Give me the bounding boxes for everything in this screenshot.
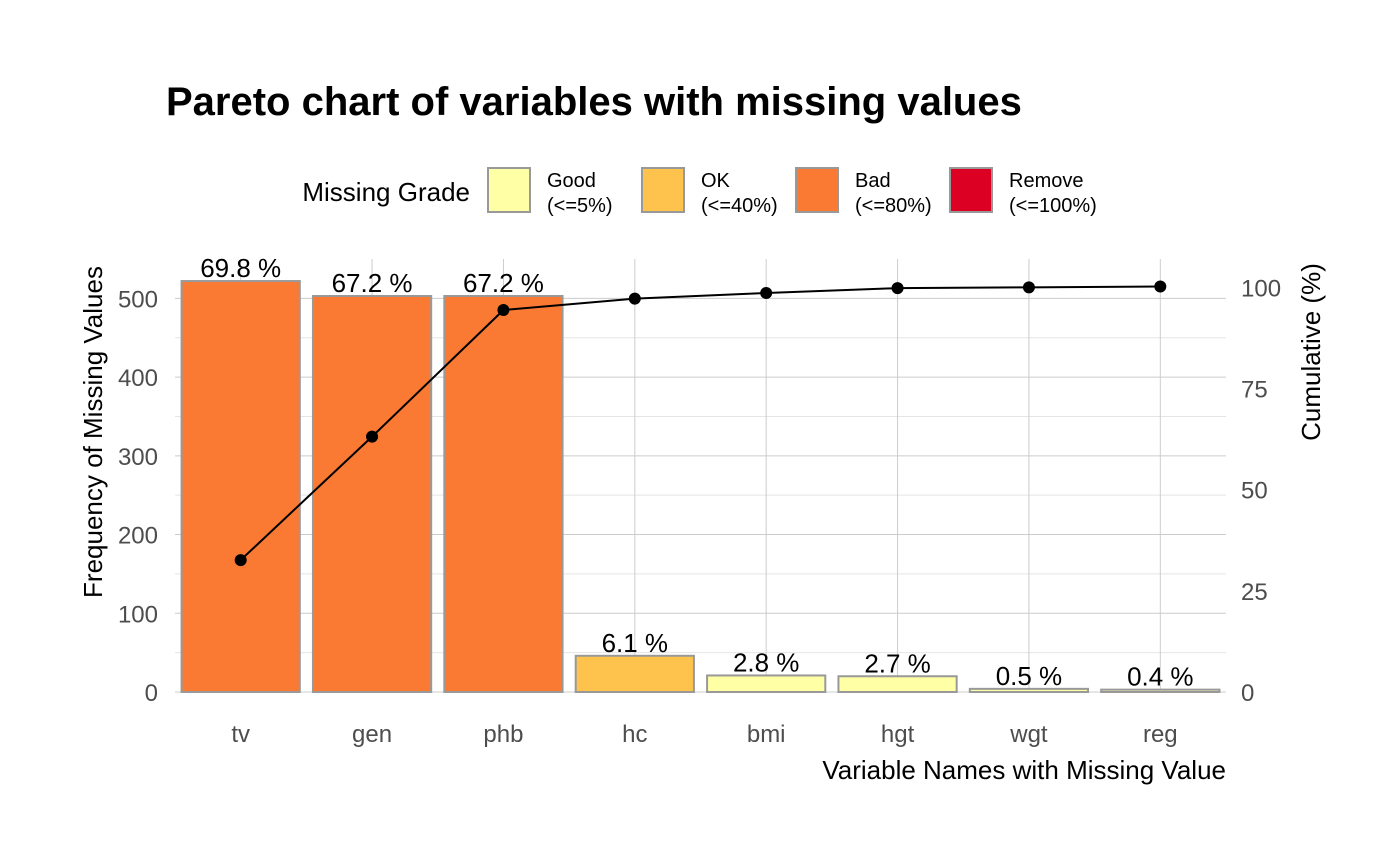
legend-range: (<=40%)	[701, 195, 778, 217]
legend-range: (<=100%)	[1009, 195, 1097, 217]
legend-item-remove: Remove (<=100%)	[949, 167, 1097, 217]
bar-label: 2.8 %	[733, 647, 800, 677]
legend-title: Missing Grade	[302, 177, 470, 207]
cumulative-point	[497, 303, 510, 316]
cumulative-line	[240, 285, 1161, 561]
y2-tick-label: 0	[1241, 680, 1254, 707]
x-tick-label: hc	[622, 721, 647, 748]
chart-title: Pareto chart of variables with missing v…	[166, 80, 1022, 124]
bar-label: 69.8 %	[200, 253, 281, 283]
y-axis-title: Frequency of Missing Values	[78, 266, 108, 598]
y-tick-label: 100	[118, 601, 158, 628]
legend-item-bad: Bad (<=80%)	[795, 167, 932, 217]
y-tick-label: 500	[118, 286, 158, 313]
bar-tv	[180, 280, 301, 693]
bar-label: 67.2 %	[463, 268, 544, 298]
bar-label: 6.1 %	[602, 628, 669, 658]
bar-phb	[443, 295, 564, 693]
legend-key	[641, 167, 685, 213]
x-tick-label: hgt	[881, 721, 915, 748]
cumulative-point	[234, 554, 247, 567]
bar-label: 2.7 %	[864, 648, 931, 678]
bar-label: 0.5 %	[996, 661, 1063, 691]
bar-reg	[1100, 688, 1221, 694]
y-tick-label: 200	[118, 523, 158, 550]
y2-tick-label: 25	[1241, 579, 1268, 606]
legend-key	[487, 167, 531, 213]
x-tick-label: wgt	[1009, 721, 1048, 748]
bar-label: 67.2 %	[332, 268, 413, 298]
y2-tick-label: 100	[1241, 275, 1281, 302]
legend: Missing Grade Good (<=5%) OK (<=40%) Bad (<=8…	[302, 167, 1097, 217]
y2-tick-label: 50	[1241, 478, 1268, 505]
y-tick-label: 400	[118, 365, 158, 392]
y-tick-label: 300	[118, 444, 158, 471]
legend-label: Bad	[855, 170, 891, 192]
cumulative-point	[1154, 280, 1167, 293]
x-tick-label: bmi	[747, 721, 786, 748]
x-tick-label: gen	[352, 721, 392, 748]
bar-label: 0.4 %	[1127, 662, 1194, 692]
legend-range: (<=5%)	[547, 195, 613, 217]
x-tick-label: phb	[483, 721, 523, 748]
cumulative-point	[1022, 281, 1035, 294]
legend-label: OK	[701, 170, 731, 192]
bar-wgt	[968, 687, 1090, 693]
y2-tick-label: 75	[1241, 376, 1268, 403]
legend-item-ok: OK (<=40%)	[641, 167, 778, 217]
bar-bmi	[706, 674, 827, 694]
legend-range: (<=80%)	[855, 195, 932, 217]
legend-label: Remove	[1009, 170, 1083, 192]
bar-hgt	[837, 675, 958, 693]
legend-key	[949, 167, 993, 213]
legend-label: Good	[547, 170, 596, 192]
x-tick-label: tv	[231, 721, 250, 748]
legend-item-good: Good (<=5%)	[487, 167, 613, 217]
x-tick-label: reg	[1143, 721, 1178, 748]
cumulative-point	[760, 286, 773, 299]
cumulative-point	[891, 282, 904, 295]
bar-gen	[311, 295, 433, 693]
y2-axis-title: Cumulative (%)	[1296, 263, 1326, 441]
bar-hc	[574, 654, 695, 694]
y-tick-label: 0	[145, 680, 158, 707]
x-axis-title: Variable Names with Missing Value	[822, 755, 1226, 785]
cumulative-point	[366, 430, 379, 443]
legend-key	[795, 167, 839, 213]
cumulative-point	[628, 292, 641, 305]
